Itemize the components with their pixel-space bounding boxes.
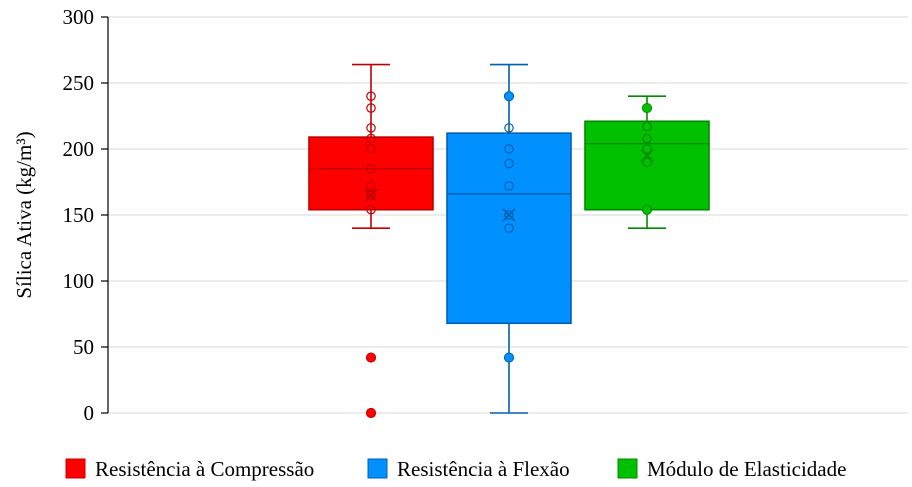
- y-tick-label: 100: [63, 269, 95, 293]
- data-point: [642, 144, 652, 154]
- outlier-point: [503, 91, 515, 102]
- y-axis: 0 50 100 150 200 250 300: [63, 5, 109, 425]
- data-point: [366, 123, 376, 133]
- legend-swatch: [65, 458, 86, 479]
- y-tick-label: 300: [63, 5, 95, 29]
- mean-marker: [640, 148, 654, 163]
- data-point: [366, 144, 376, 154]
- outlier-point: [365, 407, 377, 419]
- legend-swatch: [617, 458, 638, 479]
- box-series: [584, 95, 710, 229]
- data-point: [504, 223, 514, 233]
- box: [446, 132, 572, 325]
- data-point: [366, 103, 376, 113]
- mean-marker: [364, 188, 378, 202]
- data-point: [366, 164, 376, 174]
- data-point: [366, 181, 376, 191]
- box-series: [308, 63, 434, 419]
- legend-label: Resistência à Compressão: [95, 457, 314, 481]
- legend: Resistência à Compressão Resistência à Fl…: [65, 457, 846, 481]
- legend-label: Resistência à Flexão: [397, 457, 570, 481]
- box: [584, 120, 710, 211]
- data-point: [642, 157, 652, 167]
- legend-swatch: [367, 458, 388, 479]
- legend-label: Módulo de Elasticidade: [647, 457, 846, 481]
- y-tick-label: 150: [63, 203, 95, 227]
- y-tick-label: 250: [63, 71, 95, 95]
- y-axis-title: Sílica Ativa (kg/m³): [12, 131, 36, 298]
- y-tick-label: 50: [73, 335, 94, 359]
- data-point: [366, 133, 376, 144]
- mean-marker: [502, 208, 516, 222]
- y-tick-label: 200: [63, 137, 95, 161]
- data-point: [366, 91, 376, 101]
- data-point: [642, 121, 652, 132]
- data-point: [504, 210, 514, 220]
- data-point: [504, 181, 514, 191]
- data-point: [366, 204, 376, 215]
- data-point: [504, 144, 514, 154]
- outlier-point: [503, 352, 515, 363]
- data-point: [504, 123, 514, 133]
- data-point: [642, 133, 652, 144]
- outlier-point: [365, 352, 377, 363]
- data-point: [366, 190, 376, 200]
- y-tick-label: 0: [84, 401, 95, 425]
- box-series: [446, 63, 572, 414]
- outlier-point: [641, 204, 653, 215]
- outlier-point: [641, 102, 653, 114]
- plot-area: [308, 63, 710, 419]
- data-point: [504, 158, 514, 169]
